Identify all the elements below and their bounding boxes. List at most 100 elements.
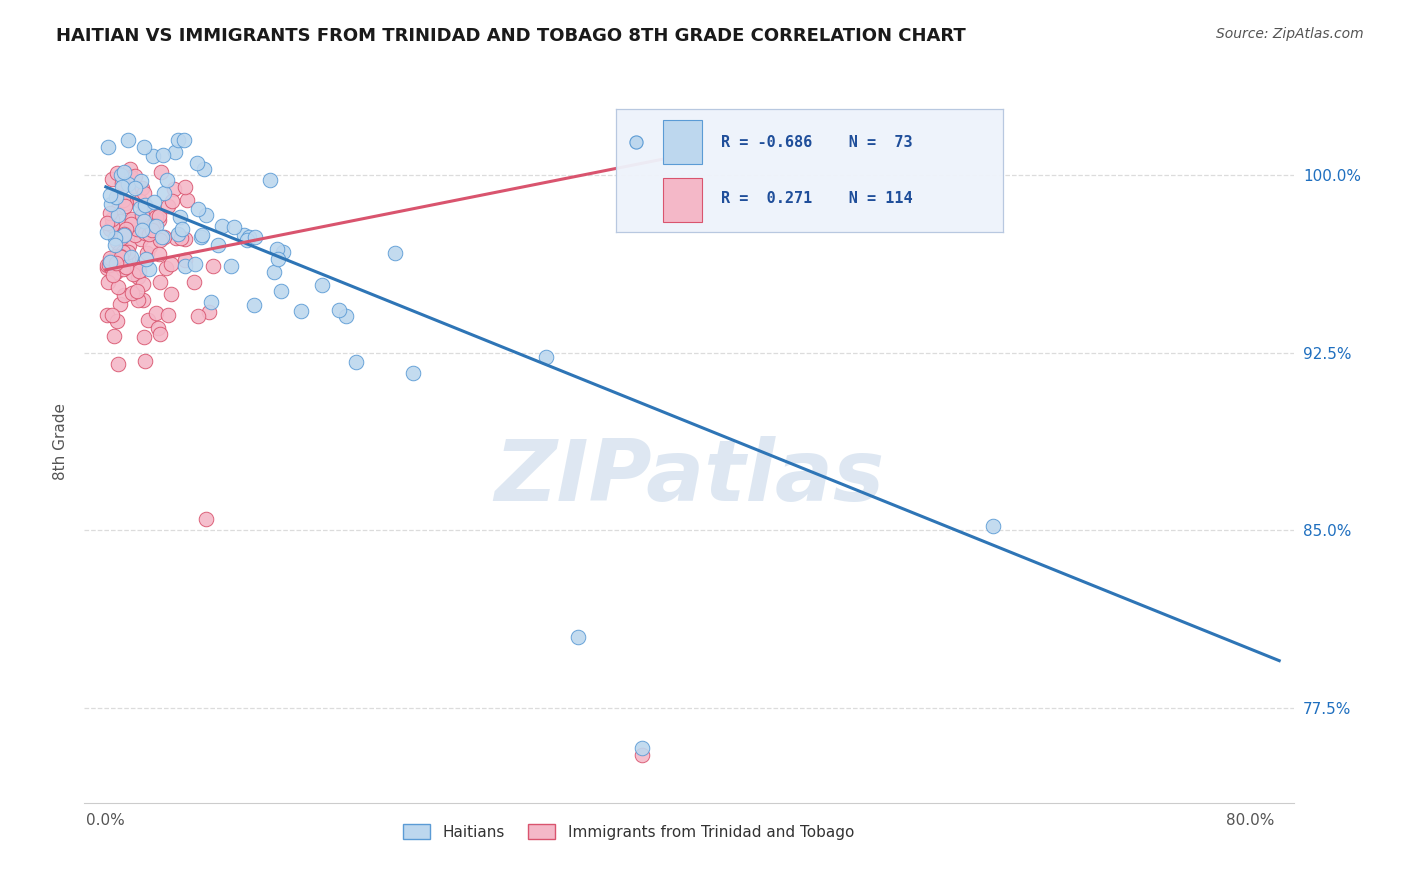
Point: [149, 275, 172, 289]
Point: [174, 180, 197, 194]
Point: [131, 208, 153, 222]
Point: [128, 264, 150, 278]
Point: [138, 261, 160, 276]
Point: [105, 166, 128, 180]
Point: [176, 194, 198, 208]
Point: [187, 309, 209, 323]
Point: [104, 190, 127, 204]
Point: [631, 748, 654, 763]
Point: [402, 366, 425, 380]
Point: [211, 219, 233, 233]
Point: [111, 245, 134, 260]
Point: [136, 313, 159, 327]
Point: [114, 260, 136, 275]
Point: [135, 252, 157, 266]
Point: [259, 173, 281, 187]
Point: [335, 309, 357, 323]
Point: [120, 252, 142, 267]
Point: [132, 277, 155, 292]
Point: [163, 181, 186, 195]
Point: [125, 284, 148, 298]
Point: [191, 228, 214, 243]
Point: [153, 229, 176, 244]
Point: [170, 231, 193, 245]
Point: [105, 228, 128, 243]
Point: [127, 260, 149, 274]
Point: [101, 309, 124, 323]
Point: [567, 630, 589, 644]
Point: [183, 275, 205, 289]
Point: [103, 268, 125, 282]
Point: [328, 302, 350, 317]
Point: [207, 237, 229, 252]
Point: [98, 255, 121, 269]
Point: [108, 244, 131, 259]
Point: [96, 260, 118, 275]
Point: [107, 279, 129, 293]
Point: [142, 149, 165, 163]
Point: [105, 249, 128, 263]
Point: [129, 201, 152, 215]
Point: [193, 162, 215, 177]
Point: [157, 198, 180, 212]
Point: [104, 231, 127, 245]
Point: [148, 209, 170, 223]
Point: [145, 219, 167, 233]
Point: [108, 297, 131, 311]
Point: [221, 259, 243, 273]
Point: [198, 305, 221, 319]
Point: [163, 145, 186, 160]
Point: [132, 139, 155, 153]
Point: [121, 212, 143, 227]
Point: [118, 237, 141, 252]
Point: [114, 252, 136, 266]
Point: [187, 202, 209, 216]
Point: [141, 222, 163, 236]
Point: [174, 232, 197, 246]
Point: [141, 206, 163, 220]
Point: [139, 239, 162, 253]
Text: ZIPatlas: ZIPatlas: [494, 436, 884, 519]
Point: [114, 221, 136, 235]
Point: [108, 214, 131, 228]
Point: [129, 194, 152, 209]
Point: [98, 221, 121, 235]
Point: [120, 217, 142, 231]
Point: [112, 165, 135, 179]
Point: [311, 278, 333, 293]
Point: [143, 194, 166, 209]
Point: [114, 199, 136, 213]
Point: [124, 181, 146, 195]
Point: [110, 251, 132, 265]
Point: [384, 246, 406, 260]
Point: [104, 237, 127, 252]
Point: [105, 256, 128, 270]
Point: [263, 265, 285, 279]
Point: [243, 230, 266, 244]
Point: [110, 168, 132, 182]
Point: [98, 258, 121, 272]
Point: [238, 229, 260, 244]
Point: [195, 208, 218, 222]
Point: [111, 242, 134, 256]
Point: [124, 169, 146, 183]
Point: [105, 235, 128, 250]
Point: [134, 353, 156, 368]
Point: [117, 132, 139, 146]
Point: [98, 187, 121, 202]
Point: [267, 252, 290, 266]
Point: [174, 259, 197, 273]
Point: [156, 173, 179, 187]
Point: [127, 269, 149, 284]
Point: [162, 194, 184, 208]
Point: [169, 210, 191, 224]
Point: [129, 174, 152, 188]
Point: [134, 330, 156, 344]
Point: [97, 140, 120, 154]
Point: [111, 179, 134, 194]
Point: [534, 350, 557, 364]
Point: [104, 265, 127, 279]
Point: [117, 177, 139, 191]
Point: [149, 327, 172, 342]
Point: [150, 165, 173, 179]
